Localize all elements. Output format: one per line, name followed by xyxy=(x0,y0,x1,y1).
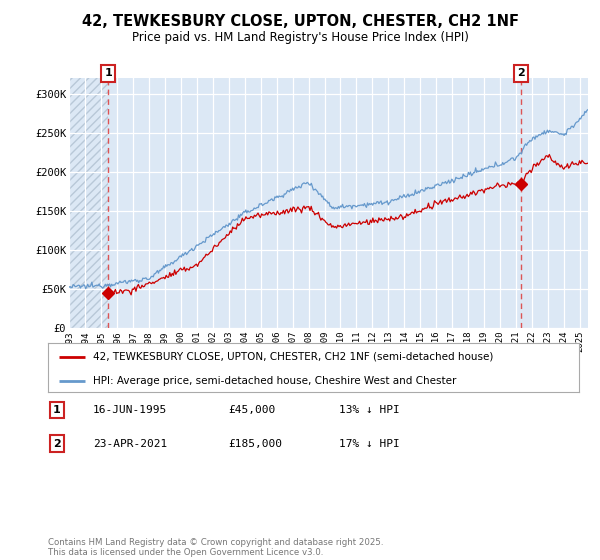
Text: 42, TEWKESBURY CLOSE, UPTON, CHESTER, CH2 1NF: 42, TEWKESBURY CLOSE, UPTON, CHESTER, CH… xyxy=(82,14,518,29)
Text: 1: 1 xyxy=(104,68,112,78)
Text: 42, TEWKESBURY CLOSE, UPTON, CHESTER, CH2 1NF (semi-detached house): 42, TEWKESBURY CLOSE, UPTON, CHESTER, CH… xyxy=(93,352,494,362)
Text: 2: 2 xyxy=(53,438,61,449)
Text: 2: 2 xyxy=(517,68,525,78)
Bar xyxy=(69,78,108,328)
Text: £185,000: £185,000 xyxy=(228,438,282,449)
Text: 23-APR-2021: 23-APR-2021 xyxy=(93,438,167,449)
Text: Contains HM Land Registry data © Crown copyright and database right 2025.
This d: Contains HM Land Registry data © Crown c… xyxy=(48,538,383,557)
Text: 16-JUN-1995: 16-JUN-1995 xyxy=(93,405,167,415)
Text: 1: 1 xyxy=(53,405,61,415)
Text: HPI: Average price, semi-detached house, Cheshire West and Chester: HPI: Average price, semi-detached house,… xyxy=(93,376,457,386)
Text: 13% ↓ HPI: 13% ↓ HPI xyxy=(339,405,400,415)
Text: Price paid vs. HM Land Registry's House Price Index (HPI): Price paid vs. HM Land Registry's House … xyxy=(131,31,469,44)
Text: 17% ↓ HPI: 17% ↓ HPI xyxy=(339,438,400,449)
Text: £45,000: £45,000 xyxy=(228,405,275,415)
